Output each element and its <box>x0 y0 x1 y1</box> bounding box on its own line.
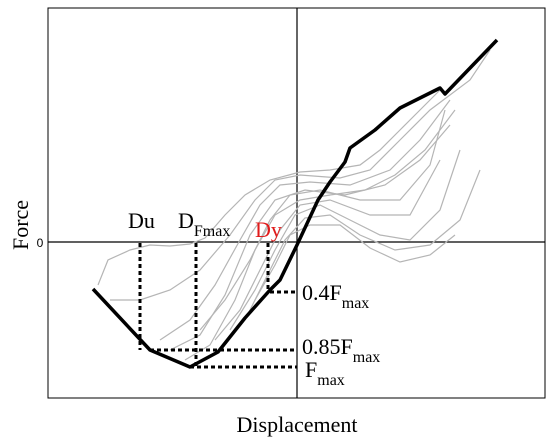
label-sub: max <box>342 295 370 312</box>
y-axis-label: Force <box>8 200 33 250</box>
dfmax-label: DFmax <box>178 208 230 240</box>
fmax-label: Fmax <box>305 357 345 389</box>
du-label: Du <box>128 208 155 233</box>
label-main: 0.85F <box>302 334 353 359</box>
label-sub: Fmax <box>194 223 230 240</box>
origin-label: 0 <box>37 236 44 250</box>
envelope-curve <box>91 38 499 369</box>
dy-label: Dy <box>255 217 282 242</box>
x-axis-label: Displacement <box>237 412 358 437</box>
reference-lines <box>138 243 297 369</box>
label-main: 0.4F <box>302 280 342 305</box>
label-sub: max <box>353 349 381 366</box>
f085-label: 0.85Fmax <box>302 334 380 366</box>
label-main: D <box>178 208 194 233</box>
test-curves <box>97 49 491 361</box>
label-main: F <box>305 357 317 382</box>
label-sub: max <box>317 372 345 389</box>
f04-label: 0.4Fmax <box>302 280 369 312</box>
